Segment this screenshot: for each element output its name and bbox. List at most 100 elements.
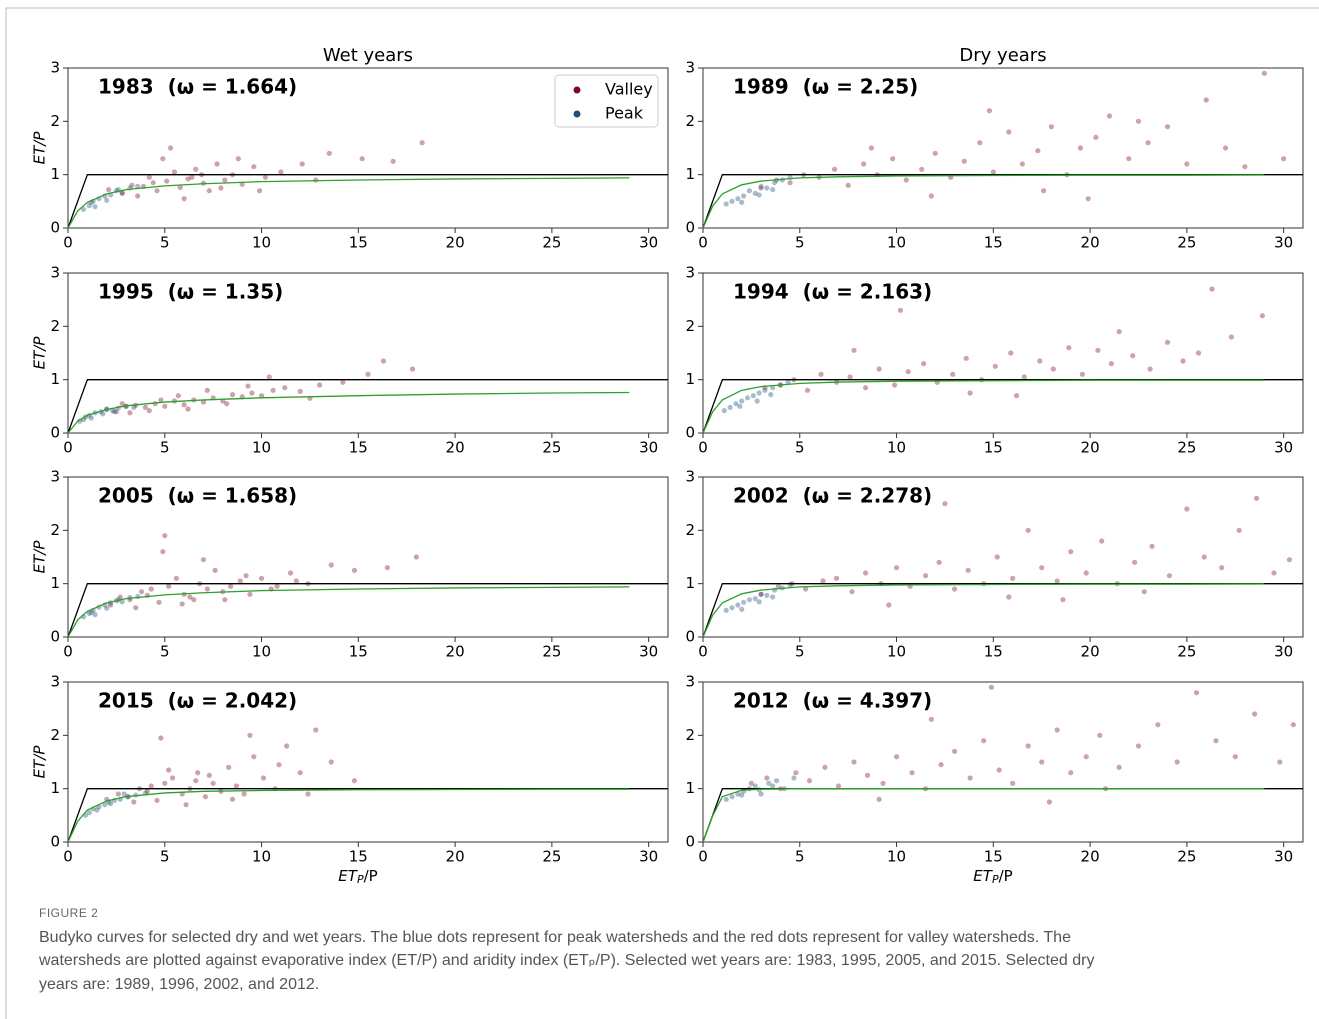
y-tick-label: 3 <box>50 673 60 691</box>
point <box>1035 148 1041 154</box>
point <box>1060 597 1066 603</box>
point <box>845 182 851 188</box>
point <box>1261 70 1267 76</box>
caption-line: Budyko curves for selected dry and wet y… <box>39 929 1071 946</box>
curve <box>702 379 1265 434</box>
legend-marker <box>573 86 581 94</box>
y-tick-label: 1 <box>50 165 60 183</box>
point <box>770 783 776 789</box>
y-tick-label: 3 <box>50 468 60 486</box>
point <box>735 791 741 797</box>
point <box>247 732 253 738</box>
y-tick-label: 3 <box>685 264 695 282</box>
point <box>88 415 94 421</box>
panel-title: 1983 (ω = 1.664) <box>98 75 297 99</box>
point <box>909 770 915 776</box>
point <box>977 140 983 146</box>
point <box>1193 690 1200 696</box>
x-tick-label: 10 <box>252 643 271 661</box>
y-tick-label: 2 <box>50 521 60 539</box>
point <box>92 612 98 618</box>
x-tick-label: 20 <box>1081 848 1100 866</box>
point <box>282 385 288 391</box>
point <box>1164 339 1171 345</box>
point <box>721 408 727 414</box>
x-tick-label: 25 <box>1177 234 1196 252</box>
point <box>851 347 857 353</box>
point <box>1130 353 1136 359</box>
point <box>181 196 187 202</box>
point <box>739 398 745 404</box>
x-axis-label-part: /P <box>999 867 1013 885</box>
point <box>245 383 251 389</box>
point <box>189 174 195 180</box>
point <box>1195 350 1202 356</box>
point <box>752 783 758 789</box>
point <box>806 778 813 784</box>
point <box>1106 113 1113 119</box>
x-tick-label: 10 <box>887 643 906 661</box>
point <box>191 597 197 603</box>
point <box>1041 188 1047 194</box>
point <box>284 743 290 749</box>
y-tick-label: 1 <box>685 165 695 183</box>
point <box>758 791 764 797</box>
x-tick-label: 15 <box>984 234 1003 252</box>
point <box>833 575 840 581</box>
point <box>150 180 156 186</box>
point <box>359 156 365 162</box>
point <box>770 594 776 600</box>
point <box>1132 559 1138 565</box>
point <box>787 582 793 588</box>
point <box>737 403 743 409</box>
x-tick-label: 30 <box>639 848 658 866</box>
point <box>756 192 762 198</box>
x-tick-label: 30 <box>1274 439 1293 457</box>
point <box>862 385 869 391</box>
point <box>328 562 334 568</box>
point <box>162 403 168 409</box>
curve <box>67 788 630 843</box>
curve <box>702 174 1265 229</box>
point <box>766 780 772 786</box>
point <box>735 196 741 202</box>
x-tick-label: 5 <box>160 643 170 661</box>
point <box>1095 347 1101 353</box>
point <box>212 567 218 573</box>
point <box>326 150 332 156</box>
point <box>1222 145 1229 151</box>
point <box>876 366 882 372</box>
x-tick-label: 20 <box>446 643 465 661</box>
point <box>1006 129 1012 135</box>
point <box>1077 145 1084 151</box>
point <box>177 184 183 191</box>
point <box>1083 570 1089 576</box>
y-tick-label: 0 <box>50 628 60 646</box>
point <box>384 565 390 571</box>
point <box>752 596 758 602</box>
point <box>104 605 110 611</box>
point <box>905 369 911 375</box>
panel-title: 2005 (ω = 1.658) <box>98 484 297 508</box>
point <box>340 379 346 385</box>
point <box>171 169 178 175</box>
x-tick-label: 30 <box>639 439 658 457</box>
x-tick-label: 10 <box>887 439 906 457</box>
x-tick-label: 10 <box>252 234 271 252</box>
x-tick-label: 0 <box>63 439 73 457</box>
x-tick-label: 15 <box>349 643 368 661</box>
point <box>148 783 154 789</box>
point <box>1252 711 1258 717</box>
y-tick-label: 1 <box>685 779 695 797</box>
x-tick-label: 30 <box>639 643 658 661</box>
point <box>142 404 149 410</box>
point <box>1259 313 1265 319</box>
point <box>270 387 276 393</box>
y-tick-label: 2 <box>685 317 695 335</box>
x-tick-label: 10 <box>252 439 271 457</box>
point <box>204 387 210 393</box>
point <box>166 583 172 589</box>
y-tick-label: 3 <box>685 673 695 691</box>
point <box>1155 722 1161 728</box>
legend-label: Peak <box>605 104 644 123</box>
